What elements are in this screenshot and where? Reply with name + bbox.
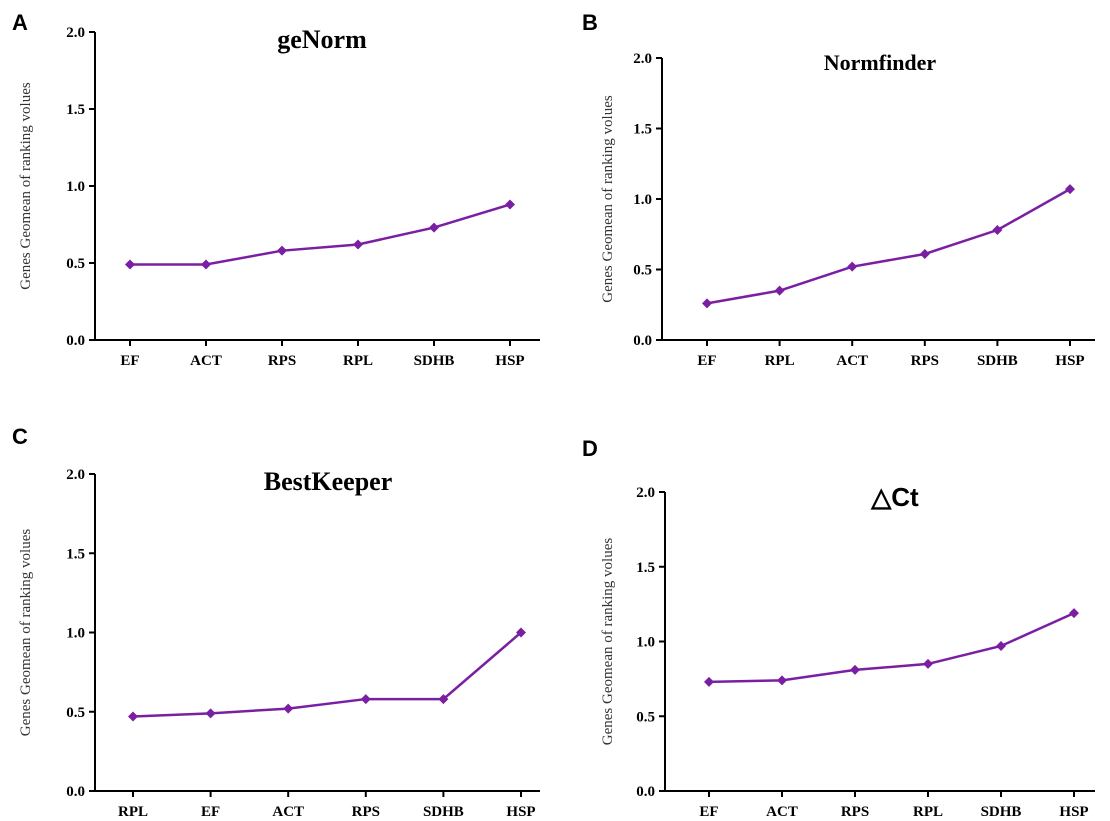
y-axis-label: Genes Geomean of ranking volues — [600, 95, 616, 303]
panel-b: B Normfinder Genes Geomean of ranking volu… — [582, 10, 1095, 369]
series-line — [708, 611, 1075, 684]
x-tick-label: ACT — [836, 353, 868, 369]
panel-letter: C — [12, 424, 28, 449]
x-tick-label: EF — [120, 353, 139, 369]
panel-c: C BestKeeper Genes Geomean of ranking volu… — [12, 424, 540, 820]
x-tick-label: HSP — [495, 353, 524, 369]
data-point-act — [847, 261, 858, 272]
data-point-rpl — [774, 285, 785, 296]
y-tick-label: 0.5 — [66, 705, 85, 721]
panel-d: D △Ct Genes Geomean of ranking volues 0.0 0.… — [582, 436, 1095, 820]
x-tick-label: EF — [699, 804, 718, 820]
y-tick-label: 2.0 — [633, 51, 652, 67]
series-line — [132, 631, 522, 718]
data-point-rps — [850, 664, 860, 675]
y-tick-label: 1.5 — [636, 560, 655, 576]
y-tick-label: 2.0 — [66, 467, 85, 483]
x-tick-label: SDHB — [423, 804, 464, 820]
y-tick-label: 2.0 — [636, 485, 655, 501]
panel-letter: A — [12, 10, 28, 35]
data-point-rpl — [353, 239, 363, 250]
y-tick-label: 1.0 — [633, 192, 652, 208]
y-axis-label: Genes Geomean of ranking volues — [18, 529, 34, 737]
y-tick-label: 1.5 — [633, 122, 652, 138]
series-line — [130, 203, 511, 266]
y-tick-label: 0.5 — [633, 263, 652, 279]
x-tick-label: RPS — [841, 804, 869, 820]
data-point-hsp — [1065, 184, 1075, 195]
y-tick-label: 1.5 — [66, 546, 85, 562]
x-tick-label: RPS — [268, 353, 296, 369]
x-tick-label: RPL — [118, 804, 148, 820]
data-point-rps — [919, 248, 930, 259]
y-axis-label: Genes Geomean of ranking volues — [600, 538, 616, 746]
data-point-hsp — [516, 627, 526, 638]
x-tick-label: ACT — [190, 353, 222, 369]
x-tick-label: SDHB — [414, 353, 455, 369]
data-point-rpl — [128, 711, 138, 722]
x-tick-label: ACT — [272, 804, 304, 820]
chart-title: BestKeeper — [264, 467, 393, 496]
x-tick-label: SDHB — [981, 804, 1022, 820]
x-tick-label: RPS — [352, 804, 380, 820]
chart-title: geNorm — [277, 25, 367, 54]
data-point-ef — [704, 676, 714, 687]
y-tick-label: 0.0 — [633, 333, 652, 349]
x-tick-label: ACT — [766, 804, 798, 820]
y-tick-label: 0.5 — [66, 256, 85, 272]
x-tick-label: RPL — [913, 804, 943, 820]
data-point-ef — [125, 259, 135, 270]
data-point-ef — [702, 298, 712, 309]
y-tick-label: 0.0 — [66, 333, 85, 349]
y-axis-label: Genes Geomean of ranking volues — [18, 82, 34, 290]
x-tick-label: RPL — [343, 353, 373, 369]
data-point-act — [777, 675, 787, 686]
x-tick-label: EF — [201, 804, 220, 820]
data-point-sdhb — [438, 694, 449, 705]
x-tick-label: HSP — [506, 804, 535, 820]
x-tick-label: HSP — [1059, 804, 1088, 820]
y-tick-label: 1.5 — [66, 102, 85, 118]
y-tick-label: 0.0 — [66, 784, 85, 800]
y-tick-label: 0.5 — [636, 709, 655, 725]
x-tick-label: SDHB — [977, 353, 1018, 369]
data-point-rps — [360, 694, 371, 705]
data-point-rps — [277, 245, 287, 256]
data-point-hsp — [505, 199, 515, 210]
data-point-sdhb — [429, 222, 439, 233]
x-tick-label: RPL — [765, 353, 795, 369]
y-tick-label: 1.0 — [66, 179, 85, 195]
x-tick-label: HSP — [1055, 353, 1084, 369]
x-tick-label: EF — [697, 353, 716, 369]
panel-letter: B — [582, 10, 598, 35]
data-point-sdhb — [992, 225, 1003, 236]
data-point-ef — [205, 708, 216, 719]
chart-title: Normfinder — [824, 50, 937, 75]
data-point-sdhb — [996, 640, 1006, 651]
y-tick-label: 0.0 — [636, 784, 655, 800]
y-tick-label: 1.0 — [636, 635, 655, 651]
y-tick-label: 2.0 — [66, 25, 85, 41]
series-line — [706, 188, 1071, 305]
chart-title: △Ct — [870, 482, 919, 512]
data-point-act — [201, 259, 211, 270]
panel-letter: D — [582, 436, 598, 461]
data-point-rpl — [923, 658, 933, 669]
data-point-act — [283, 703, 294, 714]
y-tick-label: 1.0 — [66, 626, 85, 642]
data-point-hsp — [1069, 608, 1079, 619]
x-tick-label: RPS — [911, 353, 939, 369]
